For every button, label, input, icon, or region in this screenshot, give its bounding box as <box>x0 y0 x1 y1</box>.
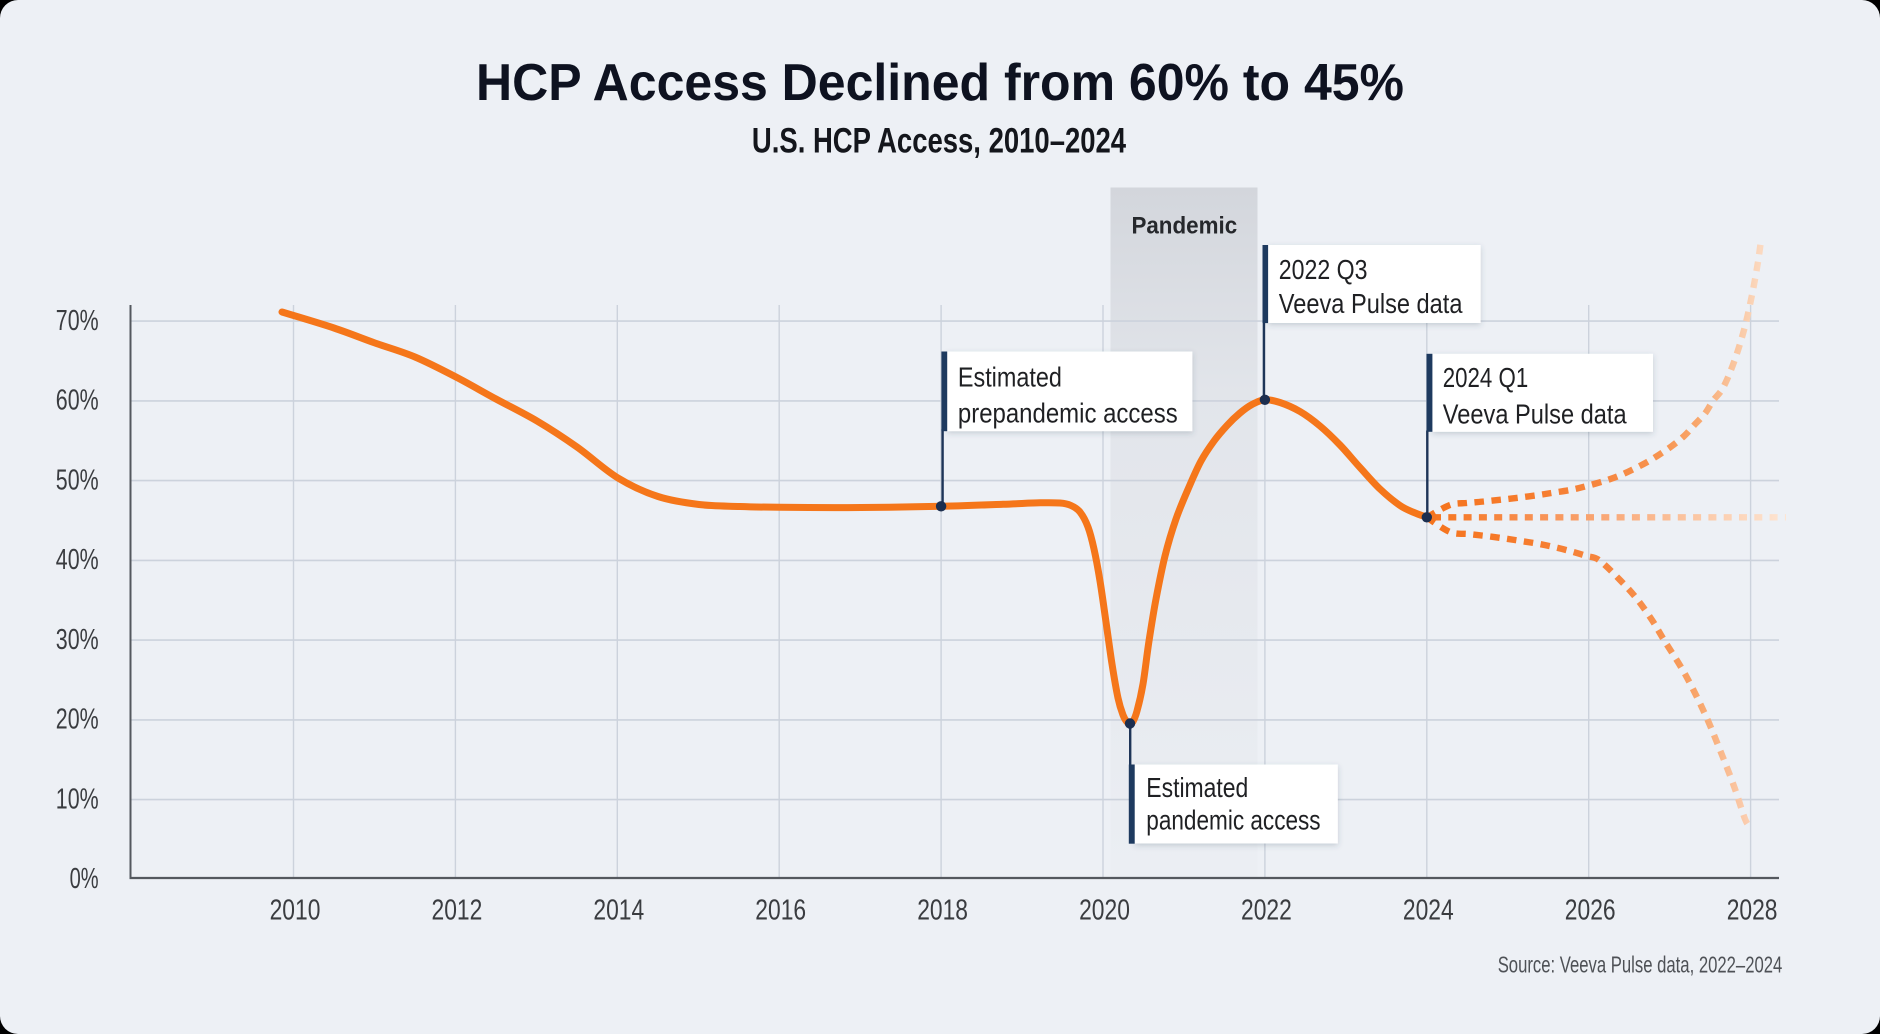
svg-text:Veeva Pulse data: Veeva Pulse data <box>1279 288 1463 319</box>
svg-text:2016: 2016 <box>755 894 806 926</box>
svg-text:10%: 10% <box>56 783 99 815</box>
svg-text:HCP Access Declined from 60% t: HCP Access Declined from 60% to 45% <box>476 54 1404 112</box>
svg-text:pandemic access: pandemic access <box>1146 805 1320 836</box>
svg-text:Pandemic: Pandemic <box>1131 213 1237 240</box>
svg-text:U.S. HCP Access, 2010–2024: U.S. HCP Access, 2010–2024 <box>752 121 1127 160</box>
svg-text:40%: 40% <box>56 544 99 576</box>
svg-text:0%: 0% <box>70 863 99 895</box>
svg-text:2026: 2026 <box>1565 894 1616 926</box>
svg-text:2024 Q1: 2024 Q1 <box>1443 362 1528 393</box>
svg-text:2022: 2022 <box>1241 894 1292 926</box>
svg-text:20%: 20% <box>56 704 99 736</box>
svg-text:2010: 2010 <box>270 894 321 926</box>
svg-text:2028: 2028 <box>1727 894 1778 926</box>
svg-text:30%: 30% <box>56 624 99 656</box>
svg-text:50%: 50% <box>56 464 99 496</box>
svg-text:prepandemic access: prepandemic access <box>958 398 1178 429</box>
svg-text:2014: 2014 <box>593 894 644 926</box>
svg-text:Veeva Pulse data: Veeva Pulse data <box>1443 399 1627 430</box>
svg-text:Estimated: Estimated <box>958 362 1062 393</box>
svg-text:Estimated: Estimated <box>1146 772 1248 803</box>
svg-text:70%: 70% <box>56 305 99 337</box>
svg-text:60%: 60% <box>56 385 99 417</box>
svg-text:2020: 2020 <box>1079 894 1130 926</box>
svg-text:2024: 2024 <box>1403 894 1454 926</box>
svg-text:2018: 2018 <box>917 894 968 926</box>
svg-text:2022 Q3: 2022 Q3 <box>1279 254 1368 285</box>
svg-text:Source: Veeva Pulse data, 2022: Source: Veeva Pulse data, 2022–2024 <box>1498 952 1783 978</box>
svg-text:2012: 2012 <box>432 894 483 926</box>
